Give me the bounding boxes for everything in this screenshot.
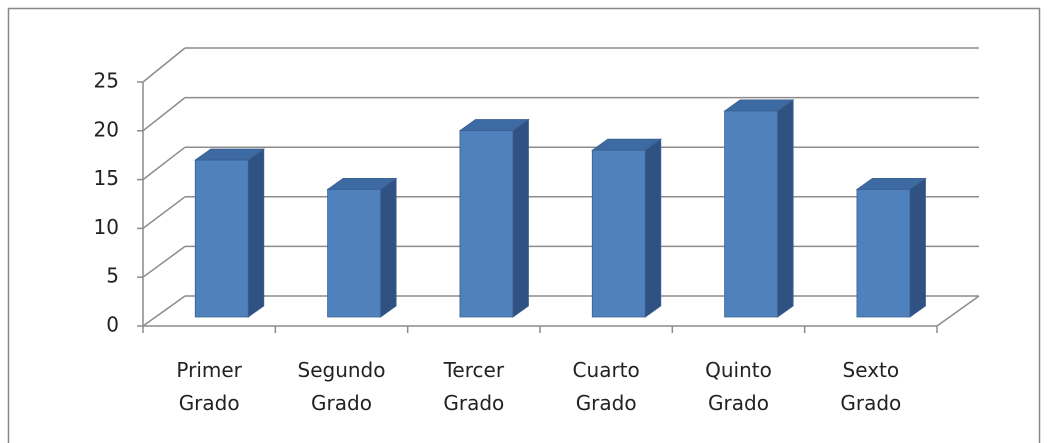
bar — [458, 118, 530, 318]
bar-front — [724, 110, 778, 318]
bar-side — [644, 138, 662, 318]
bar — [591, 138, 663, 318]
bar — [194, 148, 266, 318]
grid-line-side — [142, 295, 186, 327]
bar-front — [459, 130, 514, 318]
frame — [7, 7, 1041, 443]
y-tick-label: 0 — [106, 313, 119, 337]
y-tick-label: 5 — [106, 264, 119, 288]
bar-front — [327, 189, 382, 318]
x-tick-label: Segundo Grado — [297, 358, 386, 415]
x-tick-label: Sexto Grado — [840, 358, 902, 415]
grid-line-side — [142, 196, 186, 229]
bar — [855, 177, 927, 318]
y-tick-label: 20 — [94, 117, 119, 141]
x-tick-label: Quinto Grado — [705, 358, 772, 415]
grid-line-side — [142, 47, 186, 83]
bar-side — [777, 99, 794, 318]
bar-side — [380, 177, 397, 318]
x-tick-label: Tercer Grado — [443, 358, 505, 415]
bar-side — [909, 177, 926, 318]
x-tick-label: Primer Grado — [176, 358, 242, 415]
grid-line-side — [142, 245, 186, 278]
bar-front — [856, 189, 911, 318]
y-tick-label: 10 — [94, 215, 119, 239]
bar — [723, 99, 795, 318]
bar — [326, 177, 398, 318]
y-tick-label: 25 — [94, 69, 119, 93]
bar-side — [512, 118, 529, 318]
grid-line-side — [142, 146, 186, 181]
x-tick-label: Cuarto Grado — [572, 358, 640, 415]
grid-line-side — [142, 97, 186, 132]
bar-front — [591, 149, 646, 318]
floor-edge — [936, 295, 980, 327]
bar-side — [247, 148, 265, 318]
bar-front — [194, 159, 249, 318]
y-tick-label: 15 — [94, 166, 119, 190]
